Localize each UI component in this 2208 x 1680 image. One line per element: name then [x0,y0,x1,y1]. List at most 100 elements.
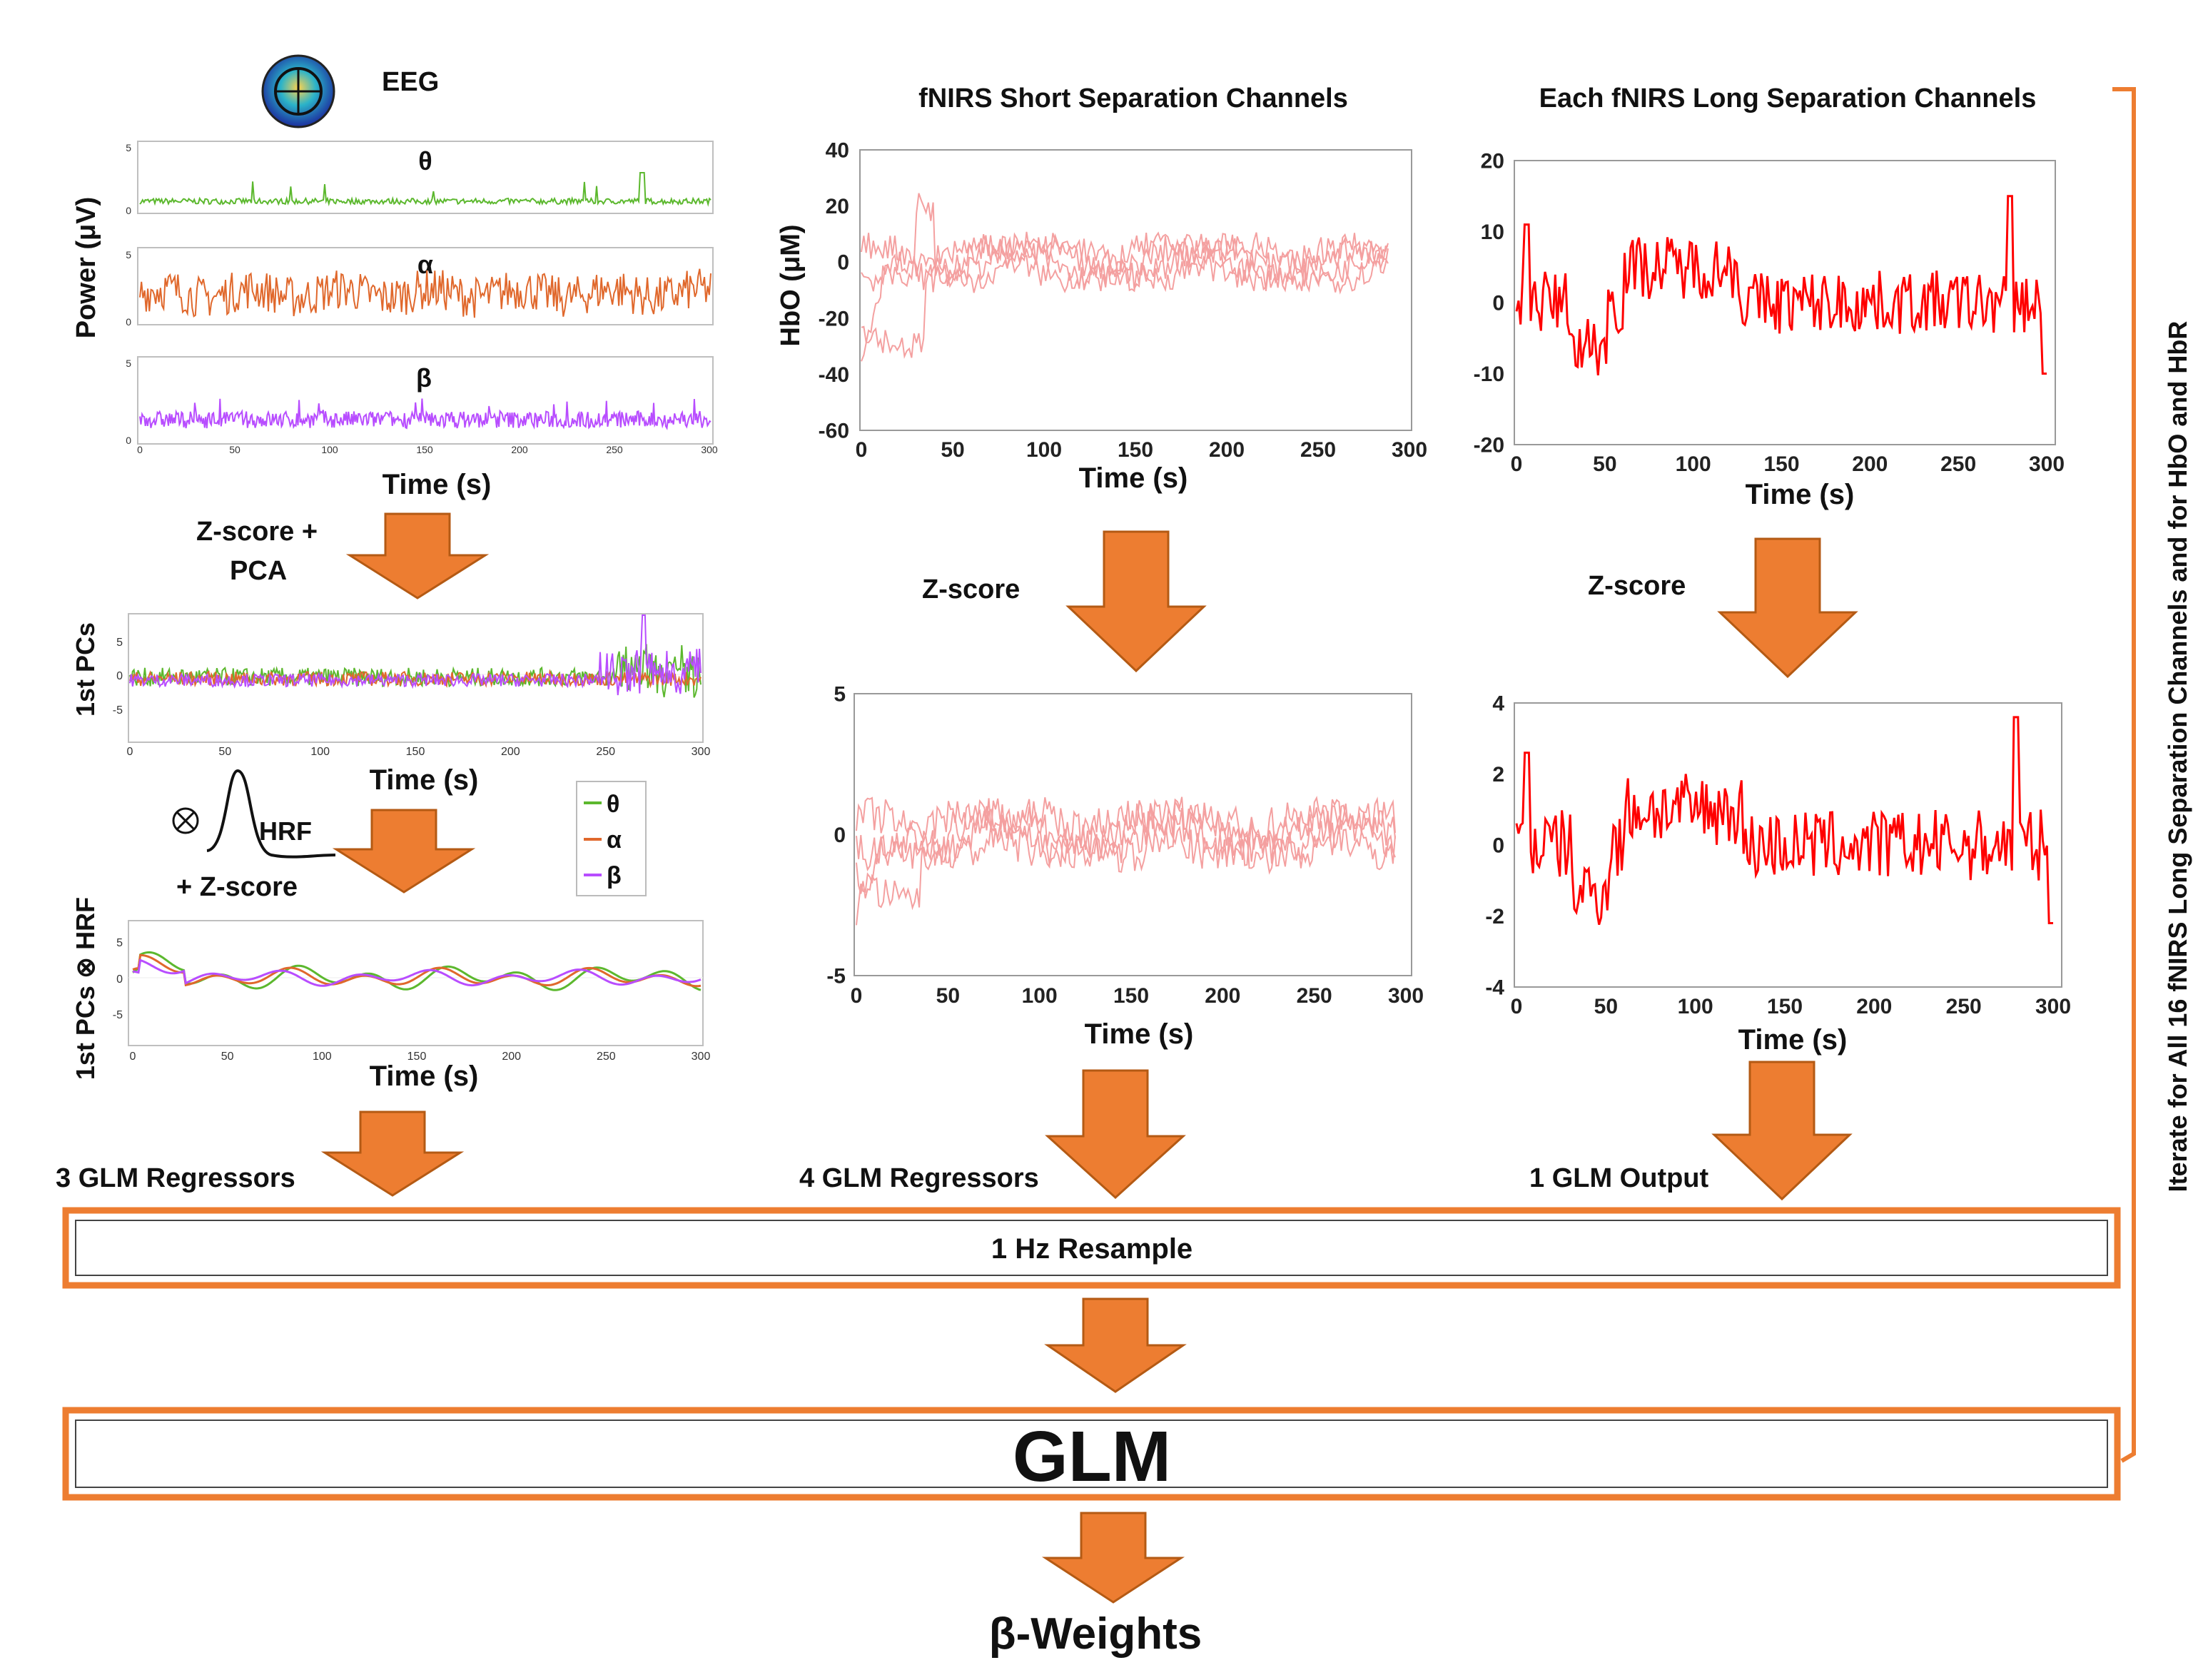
theta-power-trace [139,172,711,207]
long-z-time-label: Time (s) [1738,1024,1848,1056]
arrow-long-zscore [1717,537,1858,679]
long-raw-ytick-1: 10 [1481,221,1504,244]
short-raw-xtick-0: 0 [856,438,868,462]
legend-alpha: α [607,826,622,854]
short-raw-ytick-3: -20 [819,307,849,330]
long-time-label: Time (s) [1746,479,1855,510]
arrow-long-to-resample [1711,1061,1853,1201]
long-raw-trace [1515,195,2047,376]
short-z-ytick-0: 5 [834,683,846,707]
short-z-xtick-0: 0 [851,984,863,1008]
conv-xtick-3: 150 [407,1051,427,1063]
beta-weights-label: β-Weights [989,1609,1202,1659]
conv-xtick-1: 50 [221,1051,234,1063]
long-zscore-label: Z-score [1588,571,1686,601]
short-raw-ytick-2: 0 [837,251,849,275]
pcs-xtick-1: 50 [218,746,231,758]
short-raw-ytick-5: -60 [819,420,849,443]
short-z-trace-2 [856,796,1396,926]
short-raw-xtick-6: 300 [1392,438,1427,462]
conv-xtick-6: 300 [692,1051,711,1063]
pcs-xtick-0: 0 [127,746,133,758]
long-raw-ytick-4: -20 [1474,434,1504,457]
glm-label: GLM [1013,1417,1171,1497]
eeg-band-xtick-5: 250 [606,444,623,455]
long-z-xtick-0: 0 [1511,995,1523,1018]
long-z-ytick-0: 4 [1492,692,1504,716]
long-raw-xticks: 0 50 100 150 200 250 300 [1511,452,2065,476]
eeg-band-xtick-0: 0 [137,444,143,455]
conv-panel [128,920,704,1046]
eeg-band-xtick-6: 300 [701,444,718,455]
short-raw-ytick-0: 40 [826,139,849,163]
short-raw-xtick-4: 200 [1209,438,1245,462]
long-raw-xtick-0: 0 [1511,452,1523,476]
pcs-xticks: 0 50 100 150 200 250 300 [127,746,711,758]
pcs-xtick-4: 200 [501,746,520,758]
pcs-xtick-2: 100 [310,746,330,758]
arrow-eeg-to-pcs [345,512,490,599]
hrf-label: HRF [259,816,312,846]
long-raw-xtick-3: 150 [1763,452,1799,476]
short-z-trace-4 [856,800,1396,872]
long-raw-ytick-0: 20 [1481,150,1504,173]
long-z-trace [1515,716,2053,926]
conv-beta-trace [132,958,702,987]
eeg-band-xtick-1: 50 [229,444,240,455]
short-regressors-label: 4 GLM Regressors [799,1163,1039,1193]
pcs-xtick-6: 300 [692,746,711,758]
long-z-xtick-3: 150 [1767,995,1803,1018]
pcs-ytick-neg5: -5 [113,704,123,717]
eeg-band-xticks: 0 50 100 150 200 250 300 [137,444,718,455]
short-z-trace-1 [856,796,1396,873]
conv-time-label: Time (s) [370,1061,479,1092]
long-title: Each fNIRS Long Separation Channels [1539,84,2037,113]
eeg-band-xtick-3: 150 [416,444,433,455]
conv-xtick-4: 200 [502,1051,521,1063]
long-raw-xtick-6: 300 [2029,452,2065,476]
short-raw-trace-4 [861,231,1389,293]
zscore-pca-label-1: Z-score + [196,517,318,547]
short-raw-xtick-2: 100 [1026,438,1062,462]
pcs-xtick-5: 250 [596,746,615,758]
short-raw-trace-2 [861,231,1389,362]
long-z-yticks: 4 2 0 -2 -4 [1485,692,1504,1000]
long-raw-yticks: 20 10 0 -10 -20 [1474,150,1504,457]
long-z-xtick-2: 100 [1678,995,1713,1018]
iterate-label: Iterate for All 16 fNIRS Long Separation… [2163,321,2192,1193]
pc-alpha-trace [129,669,702,689]
long-output-label: 1 GLM Output [1529,1163,1709,1193]
pcs-ytick-5: 5 [116,637,123,649]
short-z-yticks: 5 0 -5 [826,683,846,988]
eeg-regressors-label: 3 GLM Regressors [56,1163,295,1193]
conv-xtick-5: 250 [597,1051,616,1063]
short-z-xtick-6: 300 [1388,984,1424,1008]
short-z-xticks: 0 50 100 150 200 250 300 [851,984,1424,1008]
conv-xticks: 0 50 100 150 200 250 300 [130,1051,711,1063]
arrow-short-zscore [1065,530,1207,673]
band-legend: θ α β [576,781,647,896]
short-z-panel [854,693,1412,976]
long-z-xtick-5: 250 [1946,995,1982,1018]
arrow-pcs-to-conv [332,809,476,894]
hrf-zscore-label: + Z-score [176,872,298,902]
long-z-ytick-3: -2 [1485,905,1504,928]
eeg-power-ylabel: Power (μV) [71,197,101,339]
conv-ylabel: 1st PCs ⊗ HRF [71,897,100,1080]
pcs-xtick-3: 150 [406,746,425,758]
short-z-xtick-2: 100 [1022,984,1058,1008]
long-z-ytick-1: 2 [1492,763,1504,786]
short-z-xtick-5: 250 [1297,984,1332,1008]
theta-ytick-0: 0 [126,205,131,216]
pcs-ytick-0: 0 [116,670,123,682]
pcs-panel [128,613,704,743]
short-raw-ytick-1: 20 [826,195,849,218]
long-z-xticks: 0 50 100 150 200 250 300 [1511,995,2071,1018]
conv-ytick-5: 5 [116,937,123,949]
alpha-ytick-5: 5 [126,249,131,260]
eeg-time-label: Time (s) [383,469,492,500]
long-raw-ytick-3: -10 [1474,363,1504,386]
long-z-xtick-1: 50 [1594,995,1618,1018]
pcs-time-label: Time (s) [370,764,479,796]
short-raw-yticks: 40 20 0 -20 -40 -60 [819,139,849,443]
